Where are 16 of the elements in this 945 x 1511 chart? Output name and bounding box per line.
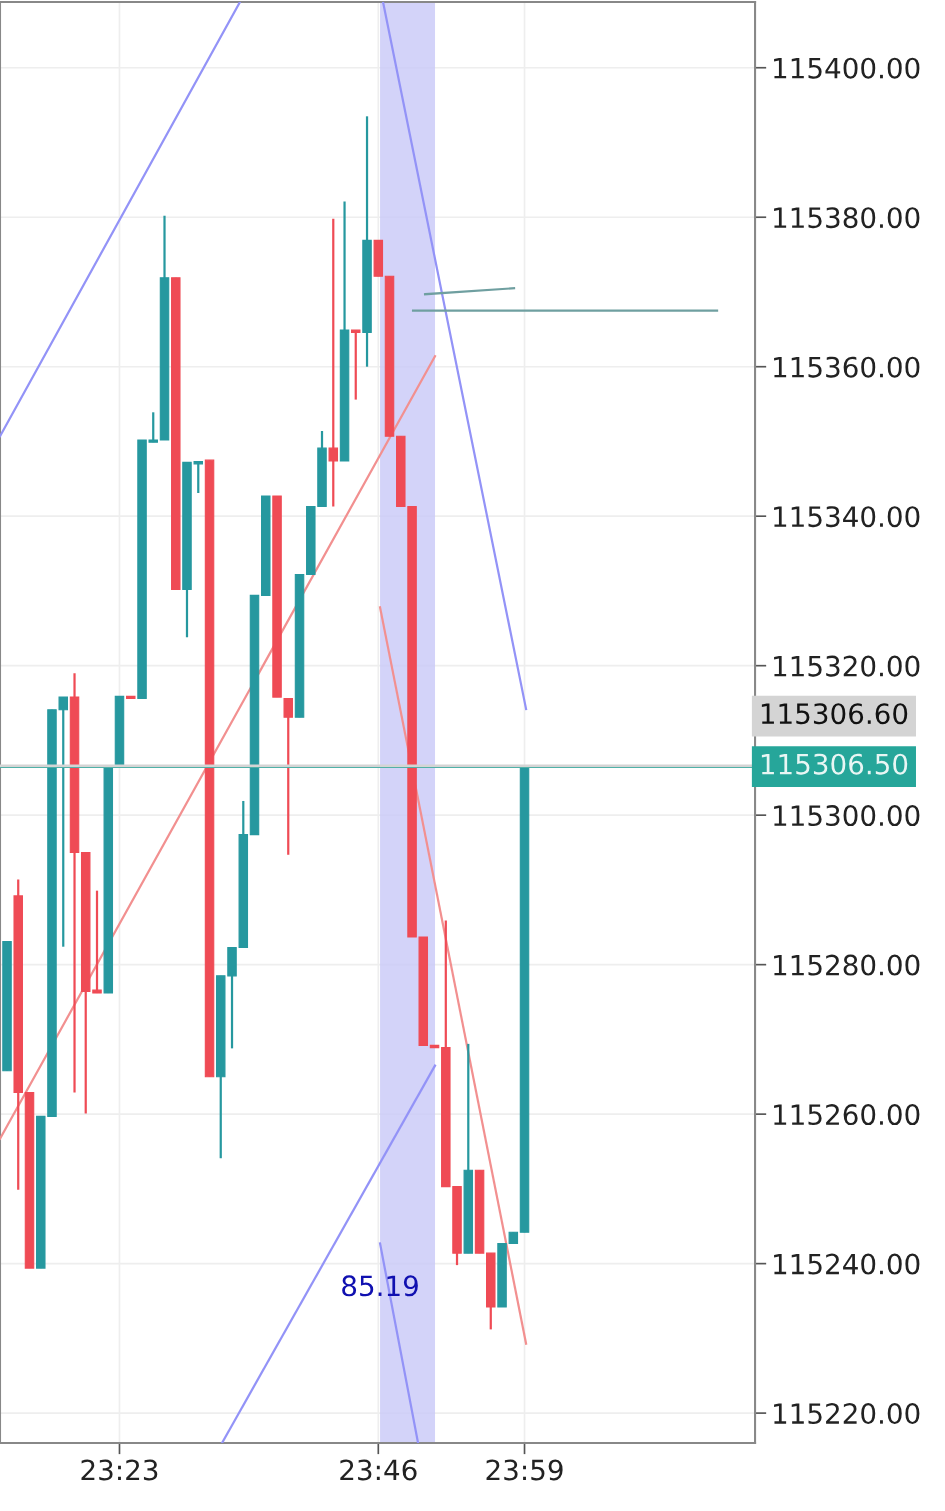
x-tick-label: 23:23 [81,1459,158,1481]
y-tick-label: 115300.00 [774,805,920,827]
y-tick-label: 115320.00 [774,655,920,677]
x-tick-label: 23:59 [486,1459,563,1481]
y-tick-label: 115260.00 [774,1104,920,1126]
annotation: 85.19 [342,1275,418,1297]
y-tick-label: 115380.00 [774,207,920,229]
ref-line-label: 115306.60 [761,703,908,725]
y-tick-label: 115340.00 [774,506,920,528]
ref-line-label: 115306.50 [761,753,908,775]
y-tick-label: 115400.00 [774,57,920,79]
y-tick-label: 115220.00 [774,1403,920,1425]
y-tick-label: 115360.00 [774,356,920,378]
y-tick-label: 115240.00 [774,1253,920,1275]
x-tick-label: 23:46 [340,1459,417,1481]
y-tick-label: 115280.00 [774,954,920,976]
